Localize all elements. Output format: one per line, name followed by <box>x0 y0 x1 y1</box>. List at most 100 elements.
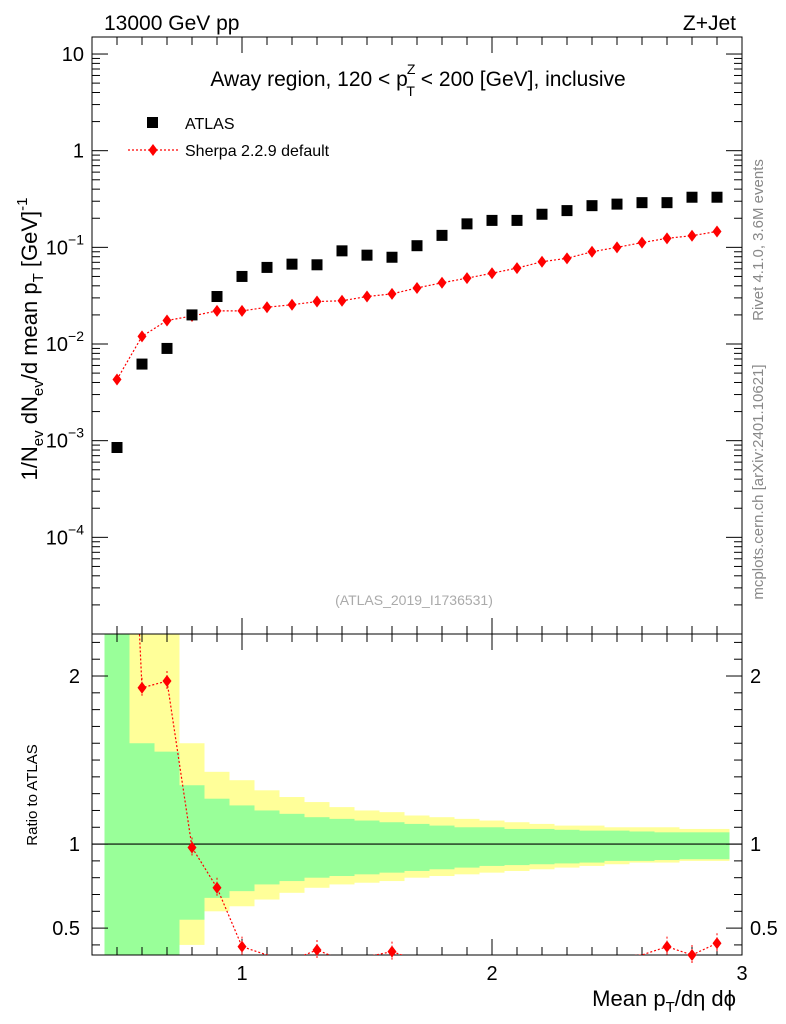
band-inner-bin <box>254 810 280 885</box>
ratio-sherpa-point <box>662 940 672 953</box>
sherpa-point <box>612 241 622 254</box>
band-inner-bin <box>454 827 480 868</box>
sherpa-point <box>387 287 397 300</box>
atlas-point <box>636 197 648 209</box>
band-inner-bin <box>129 743 155 955</box>
band-inner-bin <box>429 825 455 870</box>
band-inner-bin <box>479 827 505 866</box>
sherpa-point <box>512 262 522 275</box>
sherpa-point <box>112 373 122 386</box>
atlas-point <box>386 251 398 263</box>
header-left-label: 13000 GeV pp <box>104 12 239 35</box>
atlas-point <box>536 208 548 220</box>
ratio-sherpa-point <box>687 949 697 961</box>
ratio-sherpa-point <box>312 943 322 956</box>
band-inner-bin <box>279 813 305 882</box>
main-y-tick-label: 1 <box>73 141 84 163</box>
band-inner-bin <box>354 820 380 875</box>
analysis-watermark: (ATLAS_2019_I1736531) <box>335 592 493 608</box>
atlas-point <box>211 291 223 303</box>
band-inner-bin <box>529 828 555 865</box>
ratio-sherpa-point <box>212 881 222 894</box>
atlas-point <box>361 249 373 261</box>
atlas-point <box>161 342 173 354</box>
main-y-tick-label: 10 <box>62 44 84 66</box>
atlas-point <box>136 358 148 370</box>
legend-atlas-label: ATLAS <box>185 116 235 133</box>
band-inner-bin <box>329 818 355 877</box>
band-inner-bin <box>379 822 405 873</box>
atlas-point <box>261 261 273 273</box>
band-inner-bin <box>229 805 255 892</box>
atlas-point <box>411 240 423 252</box>
sherpa-point <box>287 298 297 311</box>
x-tick-label: 3 <box>736 963 747 985</box>
legend-atlas-marker <box>147 117 158 128</box>
main-y-tick-label: 10−2 <box>46 328 84 356</box>
mcplots-label: mcplots.cern.ch [arXiv:2401.10621] <box>750 364 767 599</box>
atlas-point <box>436 229 448 241</box>
band-inner-bin <box>104 634 130 955</box>
atlas-point <box>611 198 623 210</box>
sherpa-point <box>587 245 597 258</box>
sherpa-point <box>637 236 647 249</box>
ratio-y-tick-label-right: 2 <box>750 666 761 688</box>
band-inner-bin <box>404 823 430 871</box>
ratio-axes: 0.5 0.5 1 1 2 2 1 2 3 <box>52 633 778 985</box>
sherpa-point <box>437 276 447 289</box>
sherpa-point <box>487 267 497 280</box>
ratio-sherpa-point <box>237 940 247 953</box>
sherpa-point <box>137 330 147 343</box>
ratio-y-tick-label-right: 0.5 <box>750 918 778 940</box>
ratio-sherpa-point <box>712 937 722 950</box>
band-inner-bin <box>679 832 705 860</box>
band-inner-bin <box>154 751 180 955</box>
chart-title: Away region, 120 < pZ T < 200 [GeV], incl… <box>210 61 625 99</box>
ratio-sherpa-point <box>187 841 197 854</box>
band-inner-bin <box>579 830 605 863</box>
sherpa-point <box>462 272 472 285</box>
main-y-axis-label: 1/Nev dNev/d mean pT [GeV]-1 <box>14 198 47 481</box>
band-inner-bin <box>504 828 530 866</box>
main-series <box>111 191 723 453</box>
header-right-label: Z+Jet <box>683 12 736 35</box>
band-inner-bin <box>654 832 680 861</box>
ratio-y-tick-label: 0.5 <box>52 918 80 940</box>
atlas-point <box>486 214 498 226</box>
sherpa-point <box>537 255 547 268</box>
band-inner-bin <box>604 830 630 861</box>
x-tick-label: 1 <box>236 963 247 985</box>
band-inner-bin <box>204 798 230 898</box>
main-y-tick-label: 10−4 <box>46 521 84 549</box>
sherpa-point <box>337 294 347 307</box>
ratio-y-tick-label: 2 <box>69 666 80 688</box>
band-inner-bin <box>629 831 655 861</box>
atlas-point <box>111 441 123 453</box>
sherpa-point <box>162 314 172 327</box>
ratio-y-axis-label: Ratio to ATLAS <box>24 744 41 845</box>
ratio-y-tick-label-right: 1 <box>750 834 761 856</box>
atlas-point <box>686 191 698 203</box>
rivet-version-label: Rivet 4.1.0, 3.6M events <box>750 159 767 321</box>
ratio-sherpa-point <box>137 681 147 694</box>
band-inner-bin <box>304 817 330 878</box>
ratio-sherpa-point <box>387 945 397 958</box>
sherpa-point <box>687 229 697 242</box>
sherpa-point <box>362 290 372 303</box>
atlas-point <box>586 200 598 212</box>
atlas-point <box>186 309 198 321</box>
atlas-point <box>286 258 298 270</box>
sherpa-point <box>412 281 422 294</box>
atlas-point <box>561 205 573 217</box>
sherpa-point <box>262 301 272 314</box>
sherpa-point <box>562 252 572 265</box>
band-inner-bin <box>554 829 580 864</box>
atlas-point <box>511 214 523 226</box>
atlas-point <box>661 197 673 209</box>
legend-sherpa-marker <box>148 144 158 156</box>
band-inner-bin <box>704 832 730 860</box>
atlas-point <box>336 245 348 257</box>
sherpa-point <box>312 295 322 308</box>
main-y-tick-label: 10−1 <box>46 231 84 259</box>
